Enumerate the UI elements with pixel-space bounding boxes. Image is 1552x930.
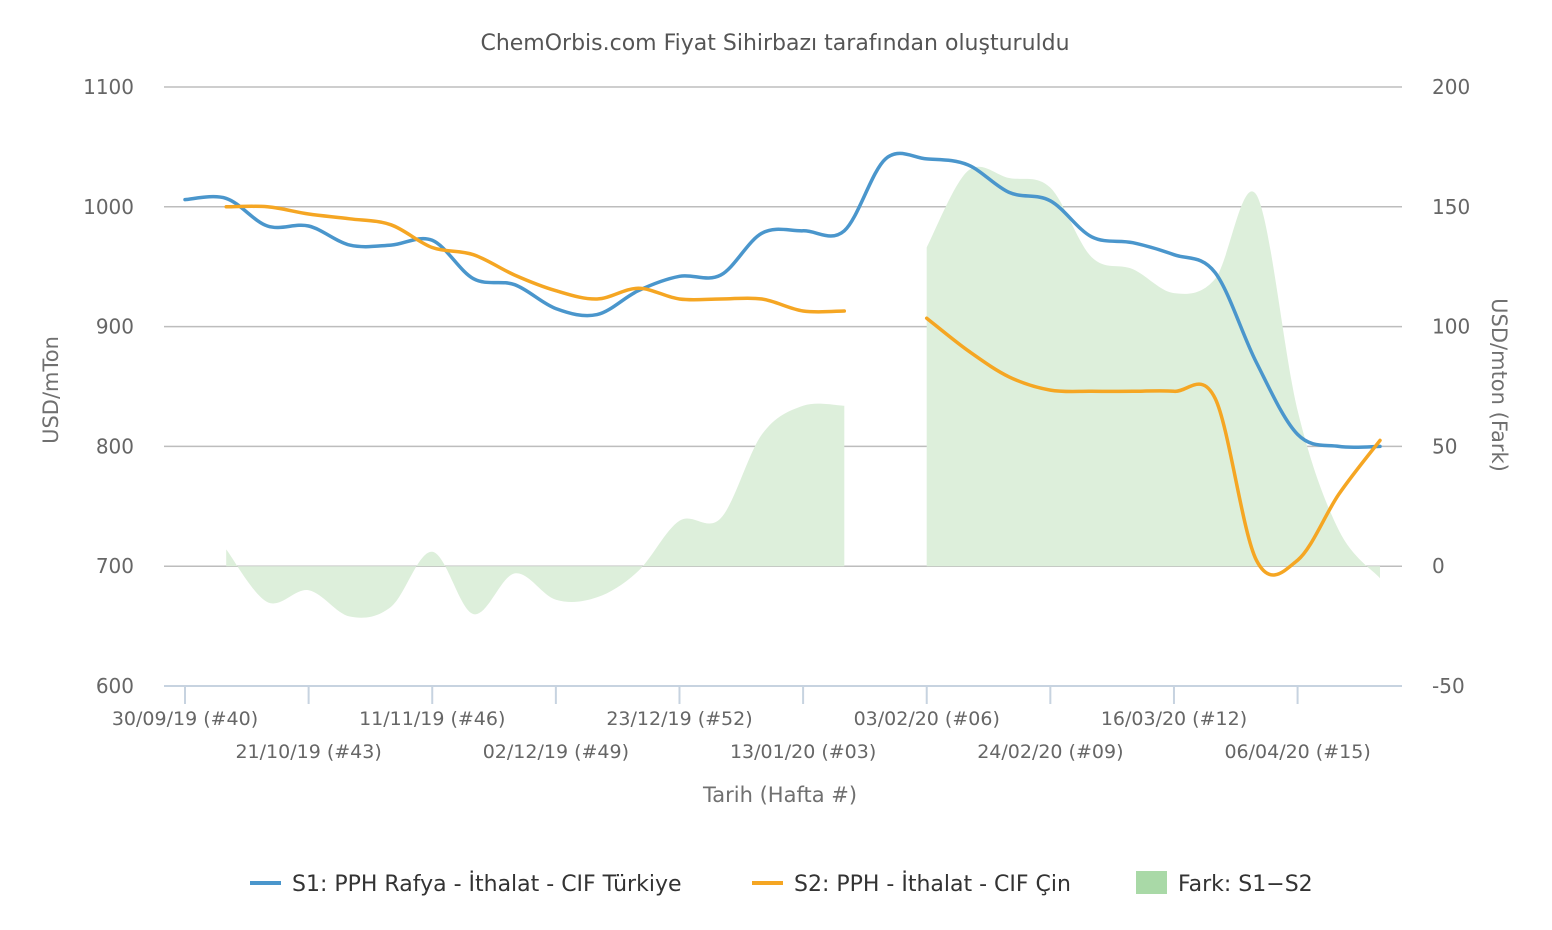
legend-label: S2: PPH - İthalat - CIF Çin (794, 871, 1071, 897)
legend-item-1[interactable]: S1: PPH Rafya - İthalat - CIF Türkiye (250, 871, 682, 897)
y-axis-left-title: USD/mTon (39, 336, 63, 444)
y-tick-label-right: 100 (1432, 315, 1470, 339)
y-tick-label-right: -50 (1432, 674, 1465, 698)
x-tick-label: 16/03/20 (#12) (1101, 708, 1247, 730)
y-tick-label-right: 200 (1432, 75, 1470, 99)
x-tick-label: 23/12/19 (#52) (606, 708, 752, 730)
legend-label: Fark: S1−S2 (1178, 872, 1313, 897)
difference-area (226, 403, 845, 618)
legend-item-3[interactable]: Fark: S1−S2 (1136, 871, 1313, 897)
x-axis-title: Tarih (Hafta #) (702, 783, 857, 807)
legend-label: S1: PPH Rafya - İthalat - CIF Türkiye (292, 871, 682, 897)
y-tick-label-left: 700 (96, 554, 134, 578)
y-tick-label-left: 800 (96, 434, 134, 458)
x-tick-label: 11/11/19 (#46) (359, 708, 505, 730)
x-tick-label: 03/02/20 (#06) (854, 708, 1000, 730)
difference-area (926, 166, 1380, 579)
chart-subtitle: ChemOrbis.com Fiyat Sihirbazı tarafından… (480, 31, 1069, 56)
legend-swatch (1136, 871, 1167, 894)
x-tick-label: 02/12/19 (#49) (483, 741, 629, 763)
y-tick-label-right: 0 (1432, 554, 1445, 578)
y-tick-label-left: 600 (96, 674, 134, 698)
series-s1-line (183, 151, 1382, 450)
x-tick-label: 24/02/20 (#09) (977, 741, 1123, 763)
y-tick-label-right: 50 (1432, 434, 1457, 458)
series-s2-line (924, 316, 1382, 577)
x-tick-label: 13/01/20 (#03) (730, 741, 876, 763)
y-axis-right-title: USD/mton (Fark) (1487, 298, 1511, 472)
y-tick-label-left: 1100 (83, 75, 134, 99)
legend-item-2[interactable]: S2: PPH - İthalat - CIF Çin (752, 871, 1071, 897)
series-s2-line (224, 204, 847, 314)
y-tick-label-left: 1000 (83, 195, 134, 219)
x-tick-label: 06/04/20 (#15) (1224, 741, 1370, 763)
x-tick-label: 30/09/19 (#40) (112, 708, 258, 730)
x-tick-label: 21/10/19 (#43) (235, 741, 381, 763)
axes: 600 700 800 900 1000 1100 -50 0 50 100 150 200 30/09… (83, 75, 1470, 763)
difference-area-layer (226, 166, 1380, 618)
legend: S1: PPH Rafya - İthalat - CIF Türkiye S2:… (250, 871, 1313, 897)
series-lines-layer (183, 151, 1382, 577)
y-tick-label-right: 150 (1432, 195, 1470, 219)
y-tick-label-left: 900 (96, 315, 134, 339)
